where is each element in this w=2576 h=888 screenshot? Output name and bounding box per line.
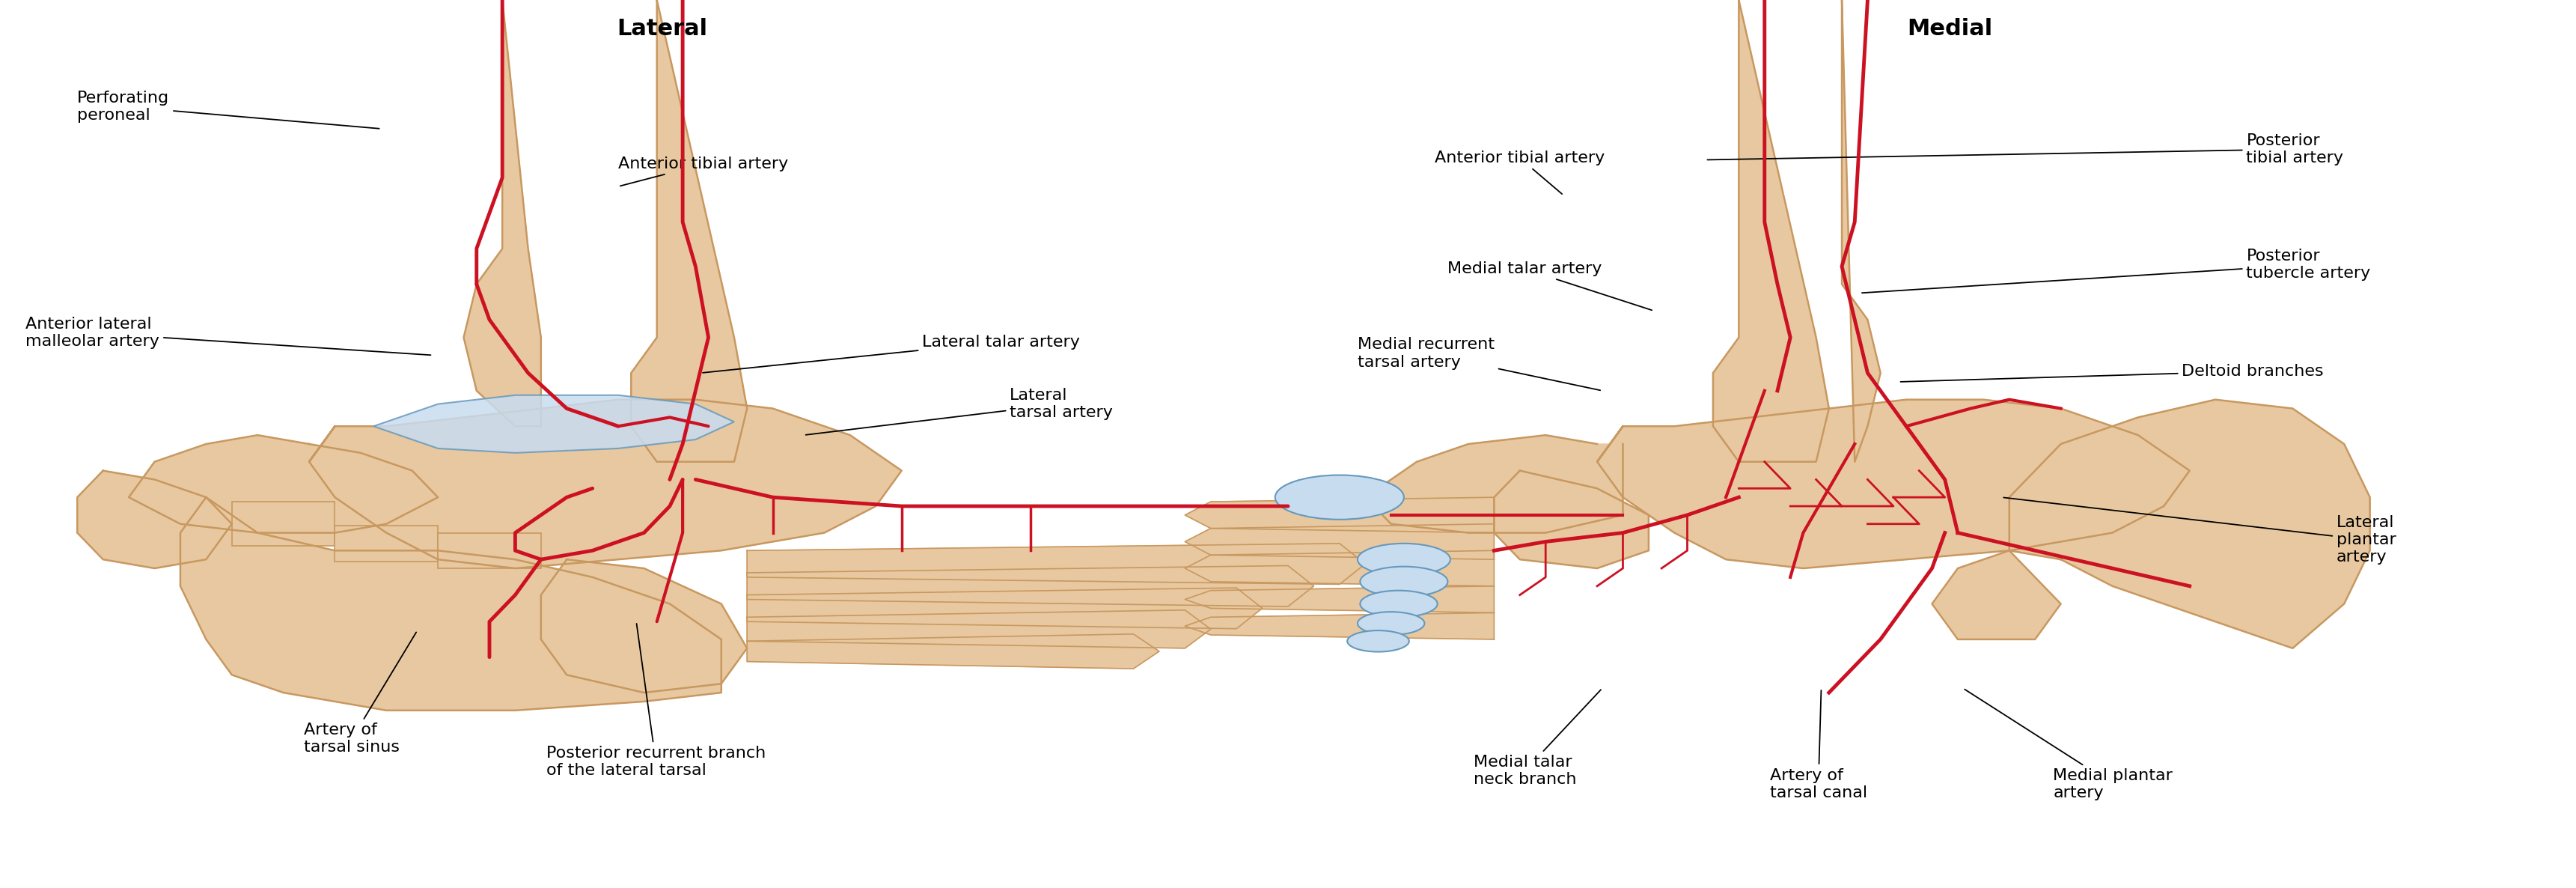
Text: Anterior tibial artery: Anterior tibial artery — [1435, 151, 1605, 194]
Text: Artery of
tarsal canal: Artery of tarsal canal — [1770, 690, 1868, 800]
Polygon shape — [1842, 0, 1880, 462]
Polygon shape — [2009, 400, 2370, 648]
Polygon shape — [1597, 400, 2190, 568]
Polygon shape — [1185, 586, 1494, 613]
Polygon shape — [1185, 551, 1494, 586]
Circle shape — [1358, 543, 1450, 575]
Polygon shape — [747, 634, 1159, 669]
Text: Anterior lateral
malleolar artery: Anterior lateral malleolar artery — [26, 317, 430, 355]
Circle shape — [1360, 591, 1437, 617]
Polygon shape — [747, 610, 1211, 648]
Text: Medial: Medial — [1906, 18, 1994, 39]
Text: Medial talar
neck branch: Medial talar neck branch — [1473, 690, 1600, 787]
Polygon shape — [1365, 435, 1623, 533]
Polygon shape — [232, 502, 335, 546]
Text: Lateral
plantar
artery: Lateral plantar artery — [2004, 497, 2396, 565]
Text: Perforating
peroneal: Perforating peroneal — [77, 91, 379, 129]
Polygon shape — [1185, 613, 1494, 639]
Text: Lateral
tarsal artery: Lateral tarsal artery — [806, 388, 1113, 435]
Polygon shape — [1713, 0, 1829, 462]
Polygon shape — [541, 559, 747, 693]
Text: Posterior
tubercle artery: Posterior tubercle artery — [1862, 249, 2370, 293]
Polygon shape — [438, 533, 541, 568]
Polygon shape — [464, 0, 541, 426]
Polygon shape — [335, 526, 438, 561]
Circle shape — [1358, 612, 1425, 635]
Circle shape — [1347, 630, 1409, 652]
Text: Artery of
tarsal sinus: Artery of tarsal sinus — [304, 632, 417, 755]
Text: Deltoid branches: Deltoid branches — [1901, 364, 2324, 382]
Polygon shape — [747, 588, 1262, 629]
Polygon shape — [129, 435, 438, 533]
Text: Medial plantar
artery: Medial plantar artery — [1965, 689, 2172, 800]
Polygon shape — [309, 400, 902, 568]
Polygon shape — [180, 497, 721, 710]
Text: Posterior
tibial artery: Posterior tibial artery — [1708, 133, 2344, 165]
Polygon shape — [77, 471, 232, 568]
Text: Lateral talar artery: Lateral talar artery — [703, 335, 1079, 373]
Polygon shape — [747, 543, 1365, 584]
Polygon shape — [1932, 551, 2061, 639]
Polygon shape — [374, 395, 734, 453]
Circle shape — [1275, 475, 1404, 519]
Circle shape — [1360, 567, 1448, 597]
Text: Lateral: Lateral — [616, 18, 708, 39]
Polygon shape — [1494, 471, 1649, 568]
Text: Anterior tibial artery: Anterior tibial artery — [618, 157, 788, 186]
Polygon shape — [747, 566, 1314, 607]
Text: Posterior recurrent branch
of the lateral tarsal: Posterior recurrent branch of the latera… — [546, 623, 765, 778]
Polygon shape — [1185, 524, 1494, 559]
Text: Medial recurrent
tarsal artery: Medial recurrent tarsal artery — [1358, 337, 1600, 391]
Polygon shape — [631, 0, 747, 462]
Polygon shape — [1185, 497, 1494, 533]
Text: Medial talar artery: Medial talar artery — [1448, 262, 1651, 310]
